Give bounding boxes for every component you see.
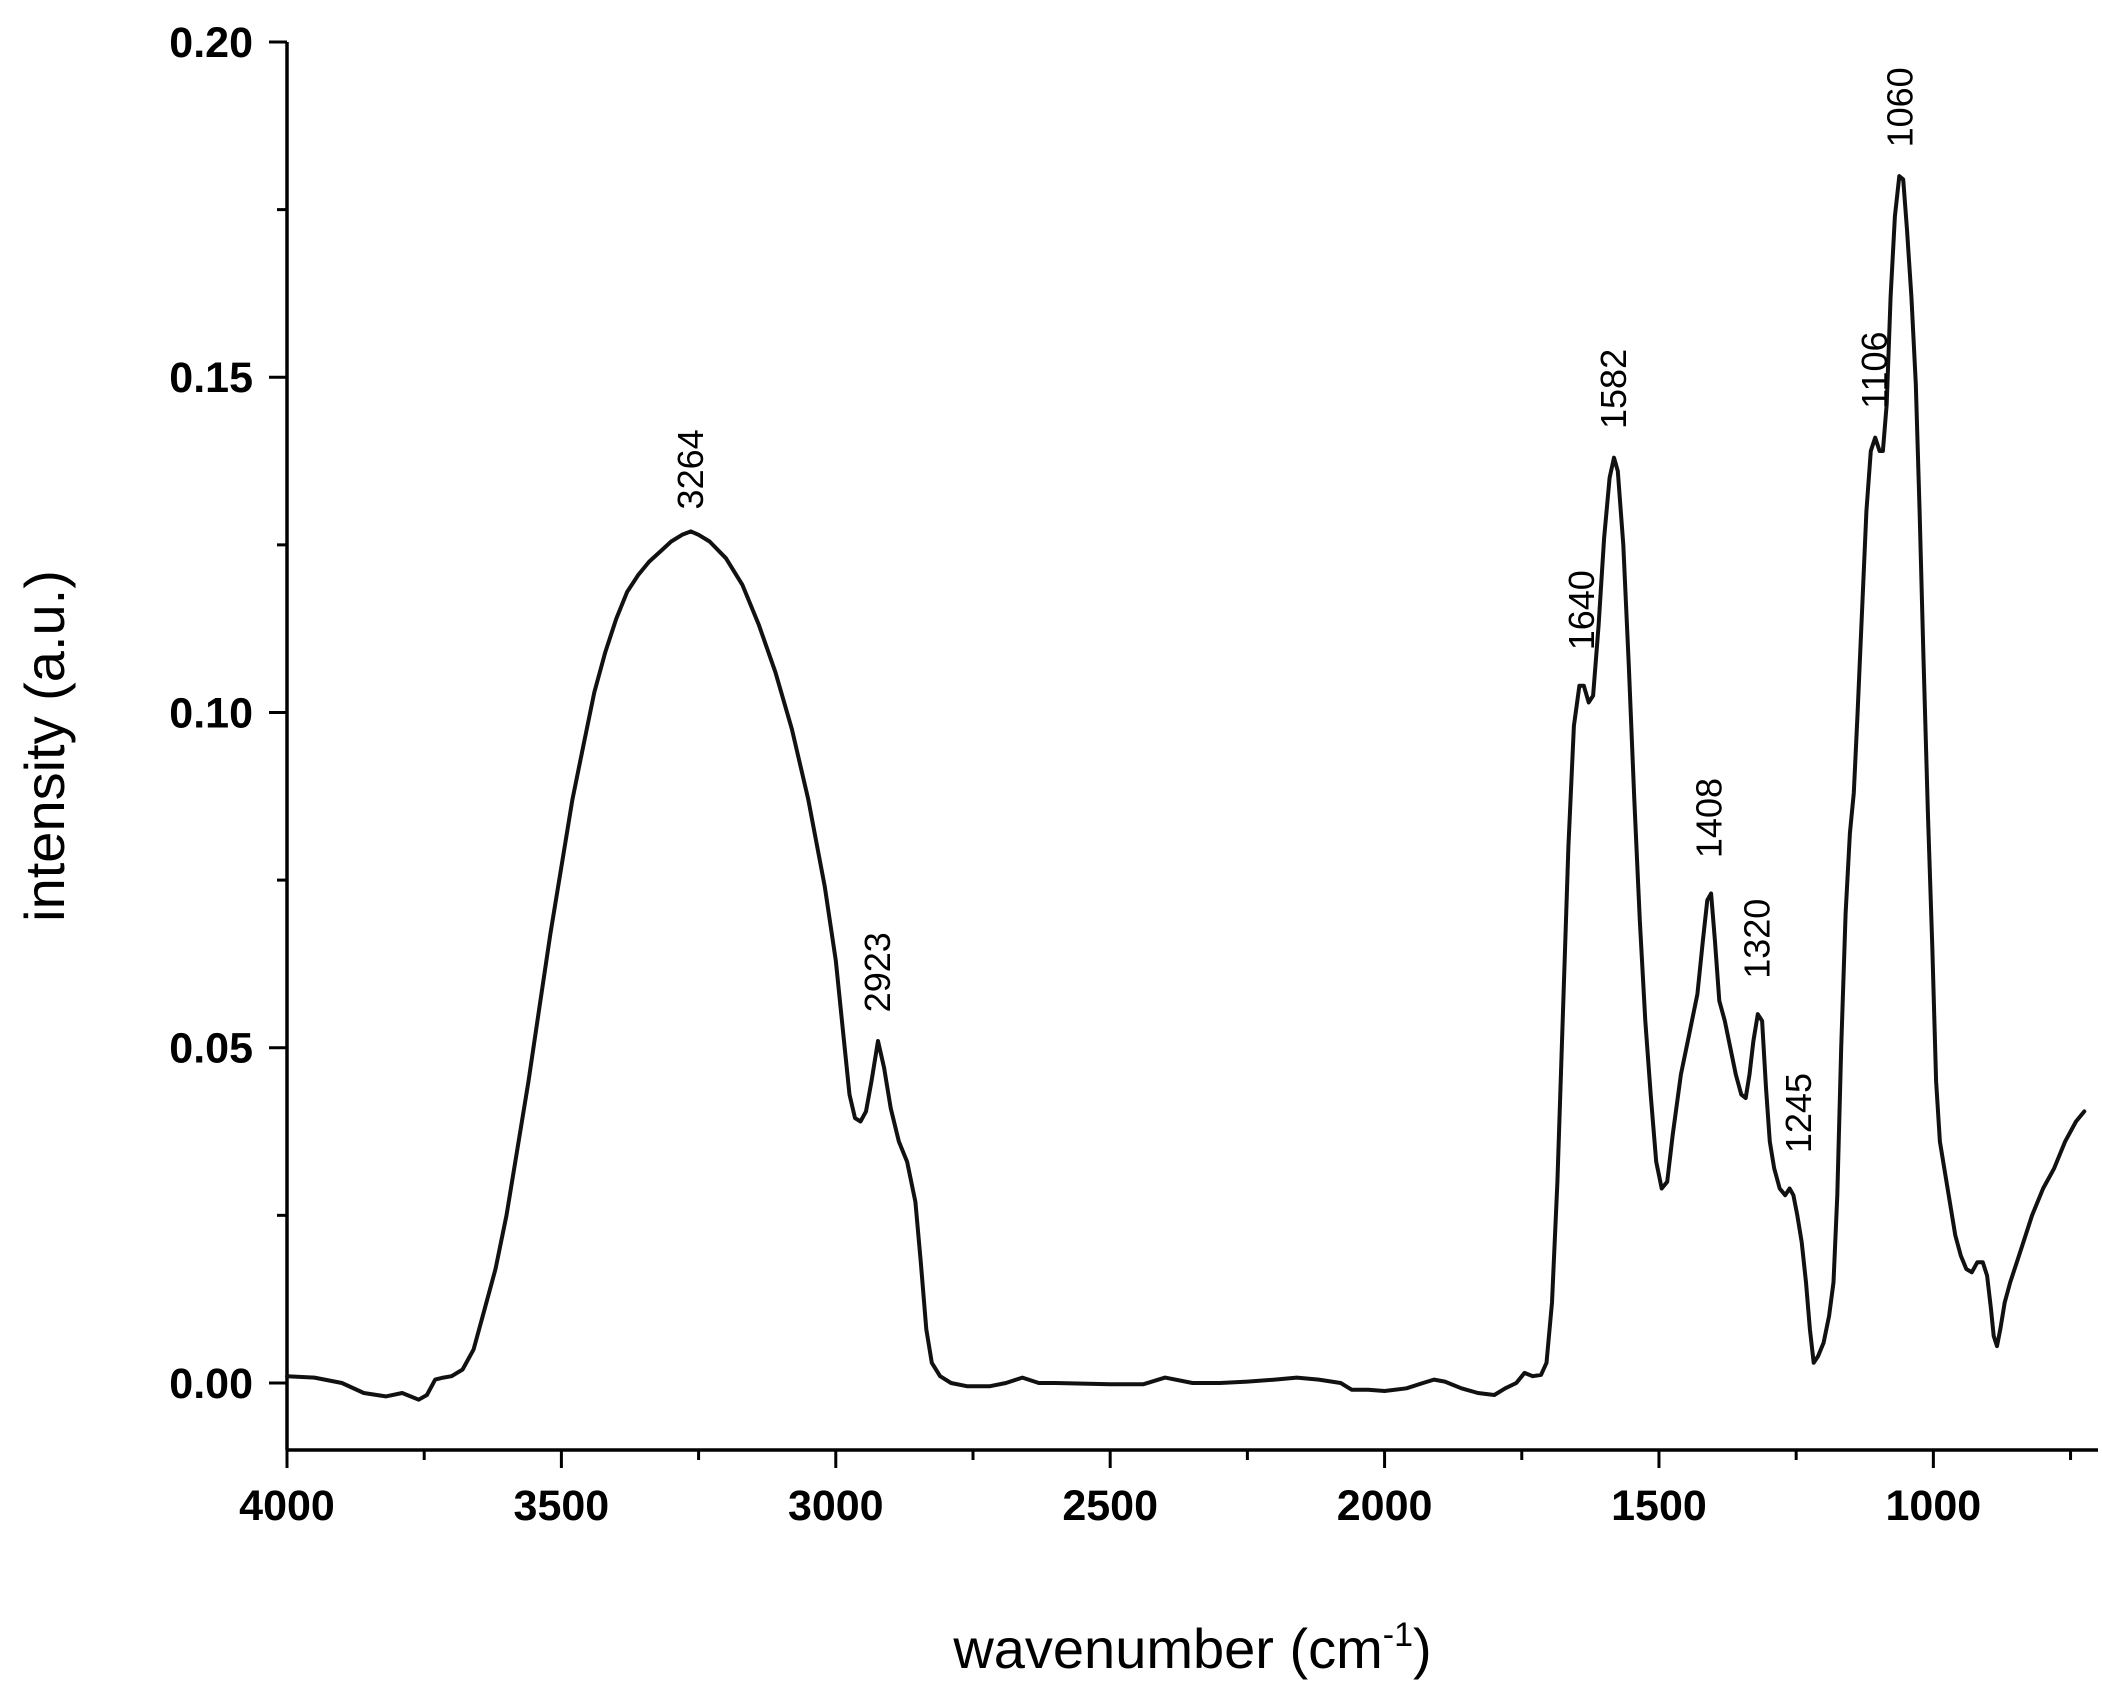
y-tick-label: 0.05 — [169, 1025, 253, 1073]
x-ticks: 4000 3500 3000 2500 2000 1500 1000 — [239, 1450, 2073, 1530]
y-tick-label: 0.20 — [169, 19, 253, 67]
peak-label: 1320 — [1737, 899, 1778, 979]
y-axis-title: intensity (a.u.) — [13, 570, 76, 922]
x-tick-label: 3000 — [788, 1482, 884, 1530]
y-ticks: 0.00 0.05 0.10 0.15 0.20 — [169, 19, 287, 1408]
axes — [285, 42, 2098, 1452]
x-axis-title-superscript: -1 — [1383, 1616, 1413, 1654]
x-tick-label: 3500 — [514, 1482, 610, 1530]
y-tick-label: 0.00 — [169, 1360, 253, 1408]
y-tick-label: 0.10 — [169, 689, 253, 737]
x-tick-label: 1000 — [1886, 1482, 1982, 1530]
x-tick-label: 2500 — [1062, 1482, 1158, 1530]
peak-label: 1640 — [1561, 570, 1602, 650]
x-tick-label: 4000 — [239, 1482, 335, 1530]
peak-label: 1245 — [1778, 1073, 1819, 1153]
peak-label: 1106 — [1854, 331, 1895, 408]
x-axis-title-text: wavenumber (cm — [952, 1617, 1382, 1680]
peak-label: 1060 — [1879, 67, 1920, 147]
x-axis-title-close: ) — [1413, 1617, 1432, 1680]
x-tick-label: 1500 — [1611, 1482, 1707, 1530]
x-tick-label: 2000 — [1337, 1482, 1433, 1530]
peak-label: 1408 — [1688, 778, 1729, 858]
peak-label: 3264 — [670, 429, 711, 509]
series — [285, 174, 2087, 1402]
x-axis-title: wavenumber (cm-1) — [952, 1616, 1431, 1680]
peak-label: 2923 — [857, 932, 898, 1012]
spectrum-line — [285, 174, 2087, 1402]
peak-label: 1582 — [1593, 349, 1634, 429]
y-tick-label: 0.15 — [169, 354, 253, 402]
